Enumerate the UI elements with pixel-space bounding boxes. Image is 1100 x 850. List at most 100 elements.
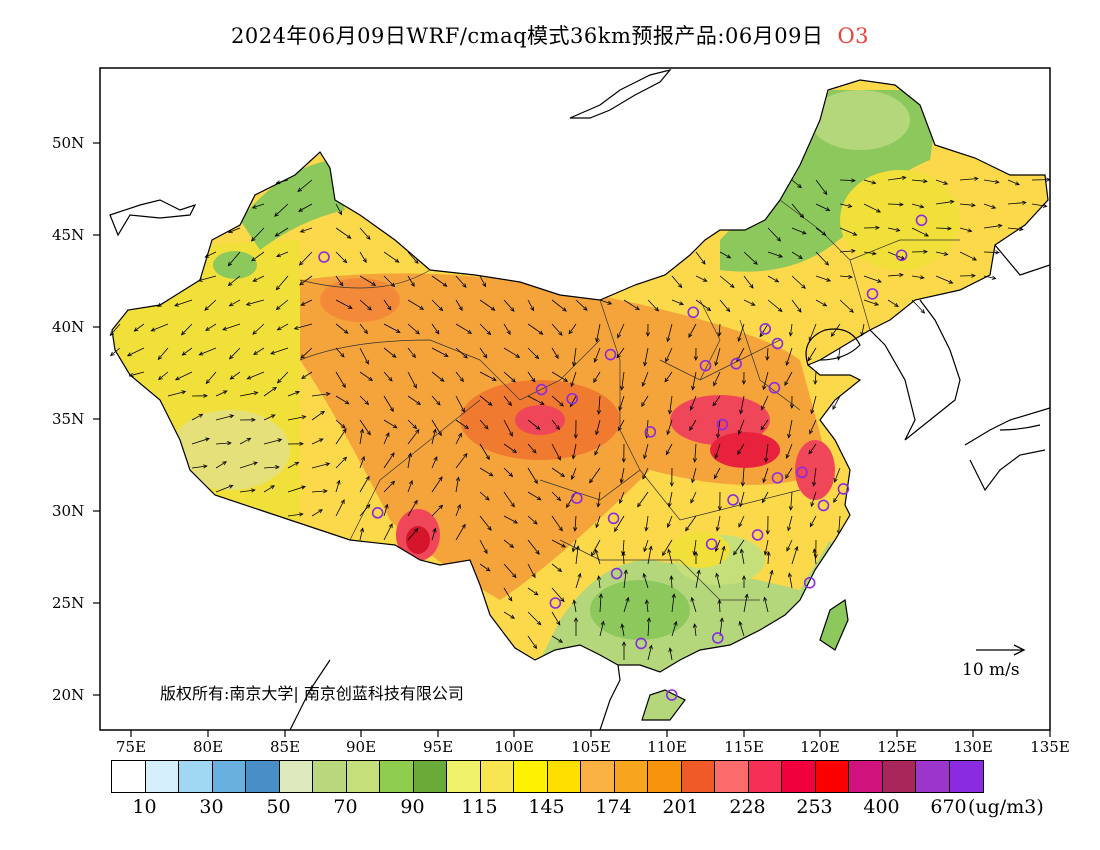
wind-arrow — [666, 323, 673, 343]
colorbar-label: 670 — [930, 796, 967, 818]
wind-arrow — [959, 273, 976, 278]
wind-arrow — [571, 539, 577, 553]
wind-arrow — [431, 428, 437, 445]
wind-arrow — [719, 545, 726, 565]
wind-arrow — [359, 323, 368, 335]
wind-arrow — [551, 371, 569, 382]
wind-arrow — [407, 428, 420, 445]
lat-label-40: 40N — [52, 318, 85, 336]
wind-arrow — [239, 391, 259, 397]
wind-arrow — [596, 575, 602, 589]
wind-arrow — [383, 251, 400, 263]
wind-arrow — [180, 323, 193, 336]
wind-arrow — [251, 251, 265, 262]
colorbar-swatch — [715, 761, 749, 792]
monitor-site-marker — [895, 249, 908, 262]
wind-arrow — [737, 419, 745, 435]
wind-arrow — [935, 199, 955, 205]
wind-arrow — [733, 539, 745, 556]
wind-arrow — [551, 419, 560, 431]
wind-arrow — [287, 390, 301, 397]
wind-arrow — [299, 275, 313, 286]
wind-arrow — [571, 443, 577, 460]
wind-arrow — [109, 347, 121, 357]
wind-arrow — [503, 419, 513, 437]
lat-label-45: 45N — [52, 226, 85, 244]
wind-arrow — [715, 572, 721, 589]
wind-arrow — [621, 443, 626, 463]
lat-label-35: 35N — [52, 410, 85, 428]
wind-arrow — [174, 371, 193, 381]
wind-arrow — [685, 515, 697, 532]
wind-arrow — [215, 414, 235, 421]
wind-arrow — [407, 395, 422, 406]
wind-arrow — [617, 419, 625, 432]
colorbar-swatch — [514, 761, 548, 792]
colorbar-swatch — [179, 761, 213, 792]
wind-arrow — [617, 323, 625, 339]
colorbar-swatch — [681, 761, 715, 792]
wind-arrow — [647, 644, 653, 661]
map-title: 2024年06月09日WRF/cmaq模式36km预报产品:06月09日 O3 — [0, 20, 1100, 50]
wind-arrow — [455, 476, 461, 493]
wind-arrow — [738, 515, 745, 528]
monitor-site-marker — [607, 512, 620, 525]
wind-arrow — [215, 461, 227, 469]
wind-arrow — [643, 539, 649, 553]
wind-arrow — [839, 248, 856, 254]
pollutant-label: O3 — [837, 24, 870, 48]
wind-arrow — [787, 572, 793, 589]
wind-arrow — [335, 227, 352, 239]
wind-arrow — [431, 323, 440, 335]
monitor-site-marker — [705, 538, 718, 550]
wind-arrow — [830, 323, 841, 338]
wind-arrow — [763, 596, 769, 613]
wind-arrow — [863, 251, 877, 256]
wind-arrow — [623, 299, 640, 311]
wind-arrow — [863, 203, 881, 213]
colorbar-swatch — [748, 761, 782, 792]
wind-arrow — [431, 527, 437, 541]
wind-arrow — [641, 395, 649, 407]
wind-arrow — [693, 347, 698, 361]
wind-arrow — [126, 347, 145, 357]
wind-arrow — [128, 371, 145, 378]
wind-reference-arrow — [976, 644, 1026, 656]
wind-arrow — [662, 539, 673, 557]
wind-arrow — [691, 371, 697, 391]
wind-arrow — [719, 251, 732, 259]
monitor-site-marker — [318, 251, 330, 263]
wind-arrow — [839, 299, 854, 313]
wind-arrow — [791, 251, 803, 259]
wind-arrow — [785, 443, 793, 459]
wind-arrow — [407, 251, 419, 264]
wind-arrow — [455, 432, 462, 445]
wind-arrow — [503, 395, 512, 407]
wind-arrow — [359, 227, 371, 240]
wind-arrow — [767, 569, 774, 589]
wind-arrow — [935, 226, 952, 231]
wind-arrow — [263, 386, 278, 397]
wind-arrow — [740, 467, 746, 487]
colorbar-swatch — [380, 761, 414, 792]
colorbar-swatch — [212, 761, 246, 792]
wind-arrow — [664, 371, 673, 383]
wind-arrow — [739, 548, 745, 565]
wind-arrow — [263, 485, 275, 493]
wind-arrow — [647, 545, 653, 565]
wind-arrow — [911, 179, 928, 184]
wind-arrow — [228, 299, 241, 307]
colorbar-label: 400 — [863, 796, 900, 818]
wind-arrow — [503, 347, 521, 358]
colorbar-swatch — [112, 761, 146, 792]
monitor-site-marker — [635, 637, 647, 650]
colorbar-label: 253 — [796, 796, 833, 818]
wind-arrow — [671, 299, 684, 306]
wind-arrow — [275, 179, 289, 185]
wind-arrow — [695, 275, 708, 282]
wind-arrow — [570, 467, 577, 481]
wind-arrow — [551, 443, 561, 461]
wind-arrow — [623, 569, 628, 589]
wind-arrow — [791, 179, 802, 189]
